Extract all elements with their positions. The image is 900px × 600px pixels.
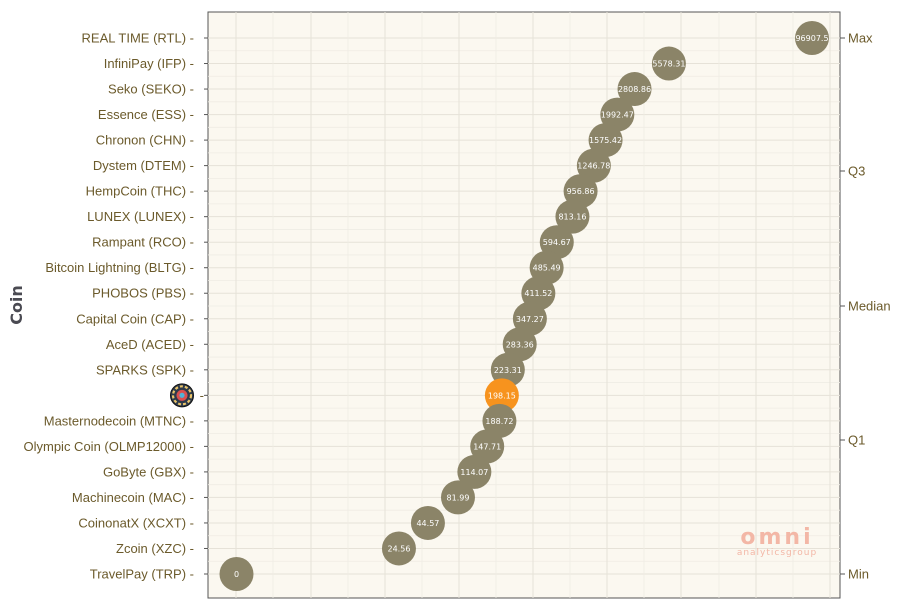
- data-point: [512, 301, 547, 336]
- y-tick-label: REAL TIME (RTL) -: [82, 31, 194, 46]
- right-tick-label: Max: [848, 31, 873, 46]
- data-label: 223.31: [494, 366, 522, 375]
- y-axis-title: Coin: [7, 285, 26, 325]
- right-tick-label: Q3: [848, 164, 865, 179]
- y-axis-labels: REAL TIME (RTL) - InfiniPay (IFP) - Seko (…: [24, 31, 208, 582]
- watermark-main: omni: [740, 525, 813, 550]
- y-tick-label: Olympic Coin (OLMP12000) -: [24, 439, 195, 454]
- y-tick-label: SPARKS (SPK) -: [96, 362, 194, 377]
- data-label: 411.52: [524, 289, 552, 298]
- data-point: [651, 46, 686, 81]
- data-point: [410, 505, 445, 540]
- data-label: 198.15: [488, 391, 516, 400]
- y-tick-label: AceD (ACED) -: [106, 337, 194, 352]
- y-tick-label: CoinonatX (XCXT) -: [78, 515, 194, 530]
- data-label: 1246.78: [577, 162, 610, 171]
- data-point: [600, 97, 635, 132]
- data-point-highlight: [484, 378, 519, 413]
- y-tick-label: Capital Coin (CAP) -: [76, 311, 194, 326]
- y-tick-label: InfiniPay (IFP) -: [104, 56, 194, 71]
- watermark: omni analyticsgroup: [737, 525, 817, 558]
- y-tick-label: Seko (SEKO) -: [108, 82, 194, 97]
- data-point: [219, 557, 254, 591]
- data-label: 0: [234, 570, 239, 579]
- data-label: 188.72: [485, 417, 513, 426]
- data-label: 24.56: [388, 544, 411, 553]
- y-tick-label: Essence (ESS) -: [98, 107, 194, 122]
- y-tick-label: Dystem (DTEM) -: [93, 158, 194, 173]
- data-point: [588, 123, 623, 158]
- y-tick-label: Masternodecoin (MTNC) -: [44, 413, 194, 428]
- data-label: 81.99: [447, 493, 470, 502]
- right-tick-label: Q1: [848, 433, 865, 448]
- data-point: [457, 454, 492, 489]
- data-label: 2808.86: [618, 85, 651, 94]
- data-point: [617, 72, 652, 107]
- data-label: 813.16: [558, 213, 586, 222]
- data-point: [576, 148, 611, 183]
- data-point: [529, 250, 564, 285]
- watermark-sub: analyticsgroup: [737, 548, 817, 558]
- data-label: 347.27: [516, 315, 544, 324]
- right-axis-labels: Max Q3 Median Q1 Min: [840, 31, 891, 582]
- data-point: [563, 174, 598, 209]
- data-label: 485.49: [533, 264, 561, 273]
- y-tick-label: GoByte (GBX) -: [103, 464, 194, 479]
- y-tick-label: HempCoin (THC) -: [86, 184, 194, 199]
- data-label: 5578.31: [652, 60, 685, 69]
- y-tick-dash: -: [200, 388, 204, 403]
- data-point: [440, 480, 475, 515]
- data-label: 147.71: [473, 442, 501, 451]
- data-label: 956.86: [567, 187, 595, 196]
- y-tick-label: LUNEX (LUNEX) -: [87, 209, 194, 224]
- data-point: [521, 276, 556, 311]
- data-points: 96907.5 5578.31 2808.86 1992.47 1575.42 1246.…: [219, 21, 829, 591]
- data-point: [795, 21, 829, 55]
- data-point: [470, 429, 505, 464]
- data-label: 96907.5: [795, 34, 828, 43]
- right-tick-label: Min: [848, 567, 869, 582]
- data-point: [502, 327, 537, 362]
- y-tick-label: Bitcoin Lightning (BLTG) -: [45, 260, 194, 275]
- data-point: [490, 352, 525, 387]
- data-label: 1575.42: [589, 136, 622, 145]
- data-point: [555, 199, 590, 234]
- y-tick-label: Machinecoin (MAC) -: [72, 490, 194, 505]
- right-tick-label: Median: [848, 299, 891, 314]
- coin-logo-icon: [170, 383, 194, 408]
- data-point: [381, 531, 416, 566]
- y-tick-label: TravelPay (TRP) -: [90, 567, 194, 582]
- y-tick-label: Chronon (CHN) -: [96, 133, 194, 148]
- data-label: 114.07: [460, 468, 488, 477]
- y-tick-label: PHOBOS (PBS) -: [92, 286, 194, 301]
- data-label: 1992.47: [601, 111, 634, 120]
- y-tick-label: Rampant (RCO) -: [92, 235, 194, 250]
- data-label: 594.67: [543, 238, 571, 247]
- data-point: [482, 403, 517, 438]
- data-label: 283.36: [506, 340, 534, 349]
- data-point: [539, 225, 574, 260]
- y-tick-label: Zcoin (XZC) -: [116, 541, 194, 556]
- data-label: 44.57: [416, 519, 439, 528]
